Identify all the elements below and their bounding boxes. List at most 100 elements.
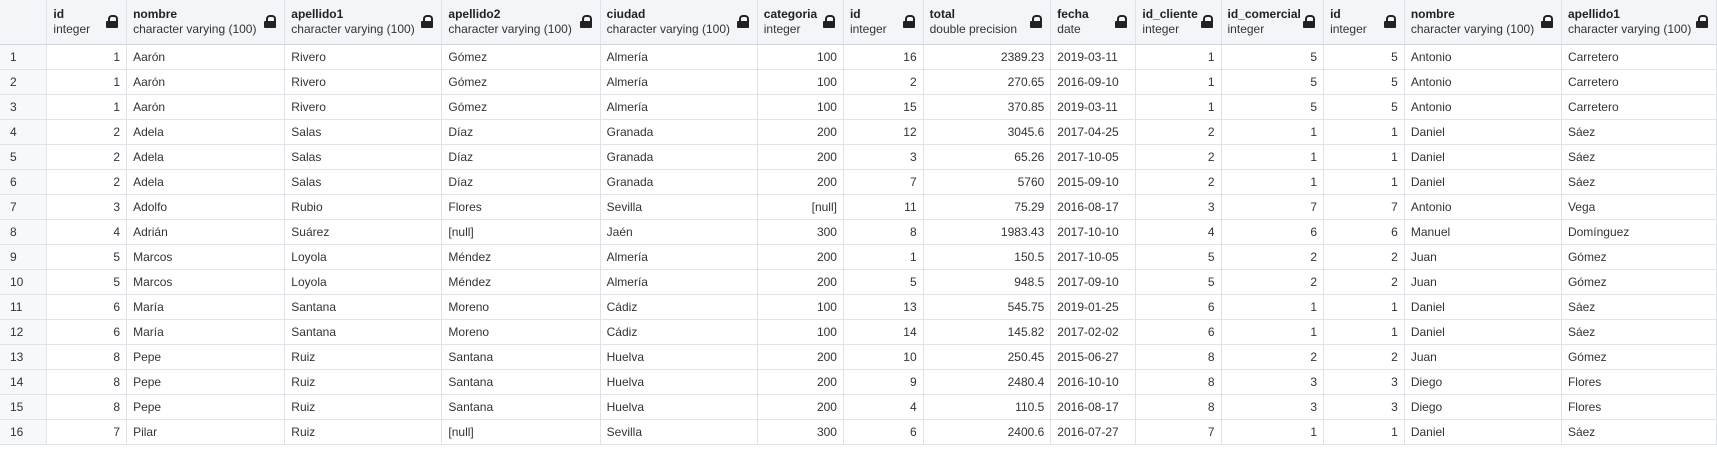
cell-id_cliente[interactable]: 1: [1135, 69, 1222, 95]
cell-apellido2[interactable]: Santana: [441, 344, 601, 370]
cell-categoria[interactable]: 300: [757, 219, 844, 245]
cell-nombre[interactable]: Adolfo: [126, 194, 286, 220]
cell-nombre[interactable]: Adela: [126, 119, 286, 145]
cell-id_pedido[interactable]: 15: [843, 94, 924, 120]
cell-categoria[interactable]: 100: [757, 319, 844, 345]
cell-ciudad[interactable]: Sevilla: [600, 194, 758, 220]
cell-id_pedido[interactable]: 4: [843, 394, 924, 420]
cell-id_comercial[interactable]: 5: [1221, 69, 1325, 95]
cell-fecha[interactable]: 2016-10-10: [1050, 369, 1137, 395]
cell-total[interactable]: 2400.6: [923, 419, 1052, 445]
cell-ciudad[interactable]: Granada: [600, 169, 758, 195]
cell-ciudad[interactable]: Sevilla: [600, 419, 758, 445]
cell-apellido1[interactable]: Salas: [284, 144, 443, 170]
cell-apellido1_com[interactable]: Gómez: [1561, 344, 1717, 370]
cell-apellido1_com[interactable]: Domínguez: [1561, 219, 1717, 245]
table-row[interactable]: 3 1 Aarón Rivero Gómez Almería 100 15 370.85 2019…: [0, 94, 1717, 120]
cell-nombre_com[interactable]: Daniel: [1404, 169, 1562, 195]
cell-total[interactable]: 2389.23: [923, 44, 1052, 70]
cell-nombre_com[interactable]: Daniel: [1404, 419, 1562, 445]
cell-id_com[interactable]: 2: [1323, 269, 1405, 295]
cell-total[interactable]: 2480.4: [923, 369, 1052, 395]
cell-apellido2[interactable]: Díaz: [441, 169, 601, 195]
row-number[interactable]: 1: [0, 44, 48, 70]
cell-id_cliente[interactable]: 8: [1135, 344, 1222, 370]
cell-total[interactable]: 75.29: [923, 194, 1052, 220]
cell-id_pedido[interactable]: 14: [843, 319, 924, 345]
cell-id[interactable]: 4: [46, 219, 128, 245]
row-number[interactable]: 14: [0, 369, 48, 395]
cell-id[interactable]: 1: [46, 94, 128, 120]
cell-apellido1_com[interactable]: Flores: [1561, 394, 1717, 420]
cell-total[interactable]: 370.85: [923, 94, 1052, 120]
cell-fecha[interactable]: 2017-10-05: [1050, 244, 1137, 270]
cell-id[interactable]: 3: [46, 194, 128, 220]
cell-fecha[interactable]: 2019-03-11: [1050, 44, 1137, 70]
cell-ciudad[interactable]: Almería: [600, 69, 758, 95]
cell-id_com[interactable]: 3: [1323, 394, 1405, 420]
table-row[interactable]: 12 6 María Santana Moreno Cádiz 100 14 145.82 201…: [0, 319, 1717, 345]
cell-id_pedido[interactable]: 5: [843, 269, 924, 295]
cell-nombre[interactable]: María: [126, 319, 286, 345]
cell-apellido2[interactable]: Díaz: [441, 119, 601, 145]
cell-id_pedido[interactable]: 9: [843, 369, 924, 395]
table-row[interactable]: 14 8 Pepe Ruiz Santana Huelva 200 9 2480.4 2016-1…: [0, 369, 1717, 395]
cell-nombre_com[interactable]: Manuel: [1404, 219, 1562, 245]
cell-apellido1_com[interactable]: Sáez: [1561, 419, 1717, 445]
row-number[interactable]: 2: [0, 69, 48, 95]
cell-id[interactable]: 1: [46, 69, 128, 95]
cell-id_com[interactable]: 2: [1323, 344, 1405, 370]
cell-id_pedido[interactable]: 1: [843, 244, 924, 270]
cell-ciudad[interactable]: Almería: [600, 269, 758, 295]
cell-nombre_com[interactable]: Daniel: [1404, 119, 1562, 145]
cell-id_com[interactable]: 1: [1323, 294, 1405, 320]
row-number[interactable]: 15: [0, 394, 48, 420]
column-header-apellido1_com[interactable]: apellido1 character varying (100): [1561, 0, 1717, 45]
row-number[interactable]: 8: [0, 219, 48, 245]
cell-id[interactable]: 2: [46, 169, 128, 195]
cell-nombre_com[interactable]: Daniel: [1404, 319, 1562, 345]
cell-ciudad[interactable]: Almería: [600, 44, 758, 70]
cell-fecha[interactable]: 2016-09-10: [1050, 69, 1137, 95]
cell-nombre[interactable]: María: [126, 294, 286, 320]
column-header-id_cliente[interactable]: id_cliente integer: [1135, 0, 1222, 45]
cell-apellido1_com[interactable]: Sáez: [1561, 294, 1717, 320]
cell-nombre[interactable]: Pepe: [126, 369, 286, 395]
cell-id_cliente[interactable]: 2: [1135, 119, 1222, 145]
cell-nombre_com[interactable]: Juan: [1404, 269, 1562, 295]
cell-apellido1_com[interactable]: Gómez: [1561, 244, 1717, 270]
cell-id[interactable]: 5: [46, 244, 128, 270]
cell-id_pedido[interactable]: 3: [843, 144, 924, 170]
cell-nombre[interactable]: Marcos: [126, 244, 286, 270]
cell-nombre[interactable]: Adela: [126, 144, 286, 170]
cell-nombre_com[interactable]: Juan: [1404, 344, 1562, 370]
cell-nombre_com[interactable]: Diego: [1404, 394, 1562, 420]
cell-id_com[interactable]: 1: [1323, 419, 1405, 445]
cell-categoria[interactable]: 200: [757, 119, 844, 145]
cell-id[interactable]: 6: [46, 319, 128, 345]
cell-id_cliente[interactable]: 8: [1135, 369, 1222, 395]
table-row[interactable]: 7 3 Adolfo Rubio Flores Sevilla [null] 11 75.29 2…: [0, 194, 1717, 220]
cell-id[interactable]: 2: [46, 119, 128, 145]
row-number[interactable]: 6: [0, 169, 48, 195]
cell-categoria[interactable]: [null]: [757, 194, 844, 220]
cell-id[interactable]: 8: [46, 344, 128, 370]
cell-total[interactable]: 545.75: [923, 294, 1052, 320]
cell-categoria[interactable]: 100: [757, 294, 844, 320]
cell-nombre[interactable]: Aarón: [126, 94, 286, 120]
cell-nombre_com[interactable]: Daniel: [1404, 144, 1562, 170]
cell-apellido1_com[interactable]: Carretero: [1561, 69, 1717, 95]
cell-id_cliente[interactable]: 1: [1135, 44, 1222, 70]
cell-id_cliente[interactable]: 3: [1135, 194, 1222, 220]
cell-nombre[interactable]: Pilar: [126, 419, 286, 445]
cell-categoria[interactable]: 200: [757, 169, 844, 195]
cell-fecha[interactable]: 2015-09-10: [1050, 169, 1137, 195]
table-row[interactable]: 9 5 Marcos Loyola Méndez Almería 200 1 150.5 2017…: [0, 244, 1717, 270]
cell-id_com[interactable]: 5: [1323, 94, 1405, 120]
cell-id_pedido[interactable]: 6: [843, 419, 924, 445]
cell-apellido2[interactable]: [null]: [441, 219, 601, 245]
table-row[interactable]: 11 6 María Santana Moreno Cádiz 100 13 545.75 201…: [0, 294, 1717, 320]
cell-id_cliente[interactable]: 8: [1135, 394, 1222, 420]
cell-id_pedido[interactable]: 16: [843, 44, 924, 70]
cell-fecha[interactable]: 2016-08-17: [1050, 194, 1137, 220]
